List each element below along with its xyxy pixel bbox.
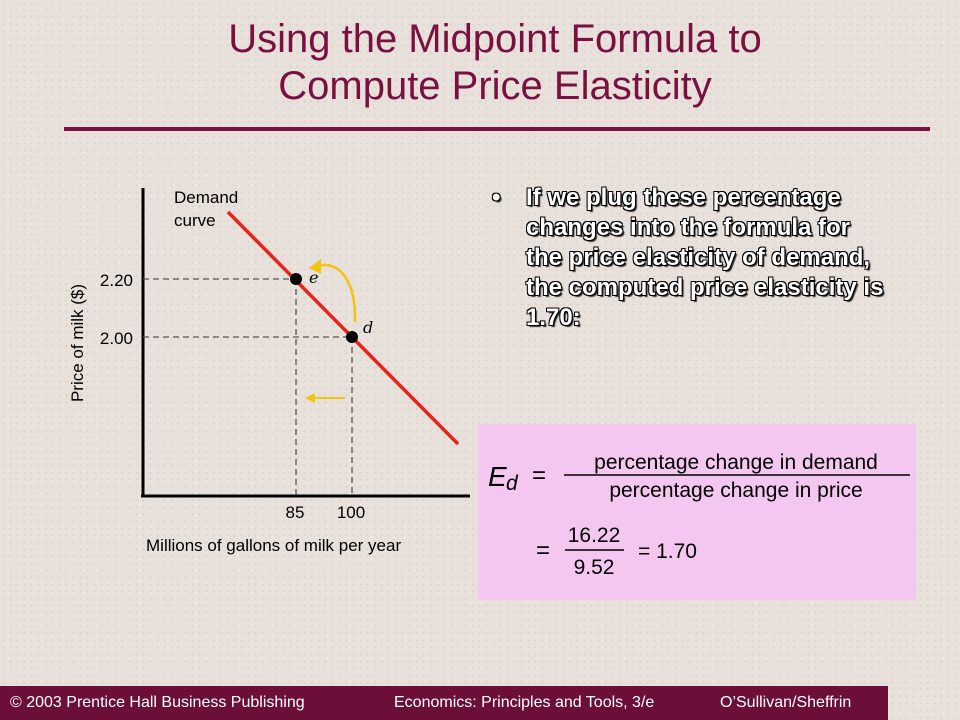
price-change-arrowhead bbox=[309, 259, 321, 274]
point-d bbox=[346, 331, 358, 343]
numerator-value: 16.22 bbox=[568, 524, 621, 547]
x-axis-label: Millions of gallons of milk per year bbox=[146, 536, 401, 555]
quantity-change-arrowhead bbox=[305, 393, 315, 403]
x-tick-label: 85 bbox=[286, 503, 305, 522]
demand-curve bbox=[226, 210, 460, 446]
elasticity-subscript: d bbox=[506, 472, 519, 495]
formula-denominator: percentage change in price bbox=[609, 479, 862, 502]
point-d-label: d bbox=[363, 318, 373, 337]
curve-label-line-2: curve bbox=[174, 211, 216, 230]
equals-sign: = bbox=[532, 462, 546, 489]
elasticity-symbol: E bbox=[488, 461, 507, 492]
price-change-arrow bbox=[317, 263, 357, 323]
footer-authors: O’Sullivan/Sheffrin bbox=[720, 694, 852, 711]
equals-sign: = bbox=[536, 537, 550, 564]
title-rule bbox=[64, 127, 930, 131]
footer-book-title: Economics: Principles and Tools, 3/e bbox=[394, 694, 655, 711]
footer-bar: © 2003 Prentice Hall Business Publishing… bbox=[0, 686, 888, 720]
formula-box bbox=[478, 424, 916, 600]
bullet-dot: • bbox=[492, 184, 501, 211]
formula-numerator: percentage change in demand bbox=[594, 451, 878, 474]
footer-copyright: © 2003 Prentice Hall Business Publishing bbox=[10, 694, 305, 711]
y-tick-label: 2.00 bbox=[100, 329, 133, 348]
denominator-value: 9.52 bbox=[574, 556, 615, 579]
point-e bbox=[290, 273, 302, 285]
elasticity-result: = 1.70 bbox=[638, 540, 697, 563]
title-line-1: Using the Midpoint Formula to bbox=[228, 17, 762, 61]
point-e-label: e bbox=[309, 268, 318, 287]
curve-label-line-1: Demand bbox=[174, 188, 238, 207]
slide-title: Using the Midpoint Formula to Compute Pr… bbox=[60, 16, 930, 110]
bullet-text: If we plug these percentage changes into… bbox=[526, 184, 884, 331]
x-tick-label: 100 bbox=[337, 503, 365, 522]
y-tick-label: 2.20 bbox=[100, 271, 133, 290]
title-line-2: Compute Price Elasticity bbox=[278, 64, 712, 108]
y-axis-label: Price of milk ($) bbox=[68, 284, 87, 402]
bullet-point: • If we plug these percentage changes in… bbox=[492, 183, 892, 333]
